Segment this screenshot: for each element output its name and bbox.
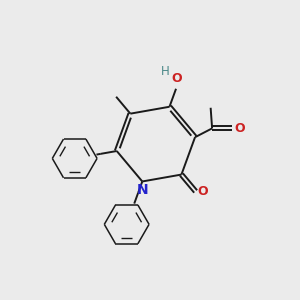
Text: O: O [234,122,245,135]
Text: O: O [198,185,208,198]
Text: N: N [136,183,148,197]
Text: O: O [172,72,182,85]
Text: H: H [160,64,169,78]
